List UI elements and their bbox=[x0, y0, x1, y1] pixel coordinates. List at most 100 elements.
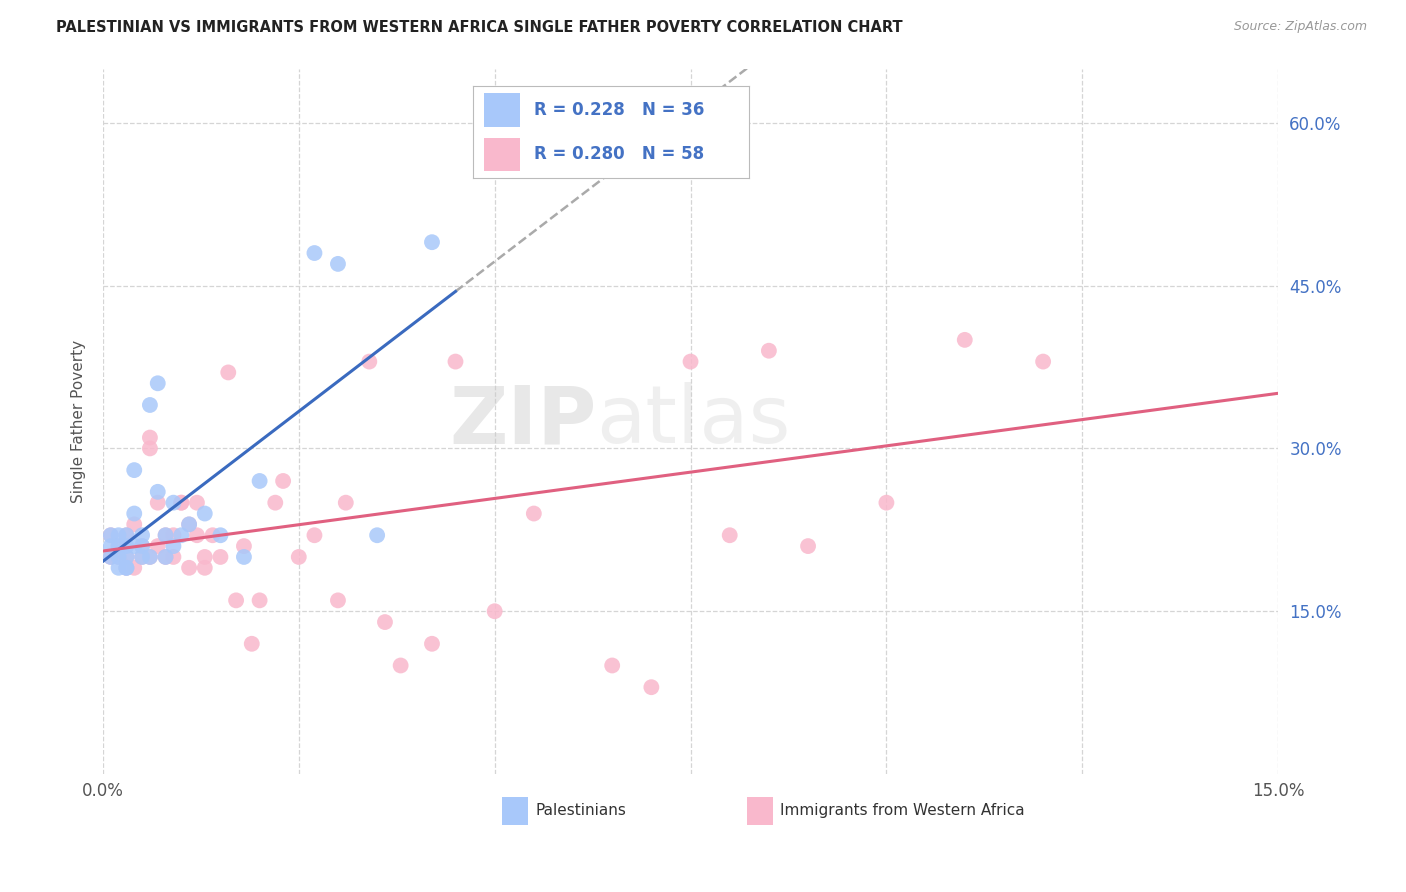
Point bbox=[209, 549, 232, 564]
Point bbox=[366, 528, 388, 542]
Point bbox=[304, 528, 326, 542]
Point bbox=[170, 528, 193, 542]
Point bbox=[718, 528, 741, 542]
Point bbox=[107, 539, 129, 553]
Point bbox=[249, 474, 271, 488]
Point bbox=[232, 539, 254, 553]
Point bbox=[679, 354, 702, 368]
Point bbox=[225, 593, 247, 607]
Point bbox=[217, 366, 239, 380]
Point bbox=[115, 539, 138, 553]
Point bbox=[100, 539, 122, 553]
Point bbox=[162, 539, 184, 553]
Point bbox=[122, 561, 145, 575]
Point bbox=[115, 528, 138, 542]
Point bbox=[139, 431, 162, 445]
Point bbox=[326, 593, 349, 607]
Point bbox=[194, 549, 217, 564]
Point bbox=[122, 507, 145, 521]
Point bbox=[359, 354, 381, 368]
Point bbox=[131, 539, 153, 553]
Point bbox=[107, 561, 129, 575]
Point bbox=[139, 549, 162, 564]
Point bbox=[177, 517, 200, 532]
Point bbox=[186, 528, 208, 542]
Point bbox=[155, 549, 177, 564]
Point bbox=[107, 549, 129, 564]
Point bbox=[232, 549, 254, 564]
Point bbox=[374, 615, 396, 629]
Point bbox=[131, 549, 153, 564]
Point bbox=[209, 528, 232, 542]
Point bbox=[444, 354, 467, 368]
Point bbox=[797, 539, 820, 553]
Text: ZIP: ZIP bbox=[450, 383, 596, 460]
Point bbox=[420, 637, 443, 651]
Point bbox=[100, 549, 122, 564]
Point bbox=[420, 235, 443, 250]
Point bbox=[115, 561, 138, 575]
Point bbox=[875, 496, 897, 510]
Point bbox=[194, 507, 217, 521]
Point bbox=[249, 593, 271, 607]
Point bbox=[523, 507, 546, 521]
Point bbox=[640, 680, 662, 694]
Bar bbox=[502, 797, 529, 825]
Point bbox=[146, 484, 169, 499]
Point bbox=[115, 561, 138, 575]
Point bbox=[139, 398, 162, 412]
Text: Palestinians: Palestinians bbox=[536, 803, 626, 818]
Point bbox=[100, 528, 122, 542]
Text: atlas: atlas bbox=[596, 383, 792, 460]
Point bbox=[240, 637, 263, 651]
Point bbox=[953, 333, 976, 347]
Point bbox=[122, 517, 145, 532]
Y-axis label: Single Father Poverty: Single Father Poverty bbox=[72, 340, 86, 503]
Point bbox=[131, 539, 153, 553]
Point bbox=[115, 549, 138, 564]
Point bbox=[170, 496, 193, 510]
Point bbox=[146, 376, 169, 391]
Text: PALESTINIAN VS IMMIGRANTS FROM WESTERN AFRICA SINGLE FATHER POVERTY CORRELATION : PALESTINIAN VS IMMIGRANTS FROM WESTERN A… bbox=[56, 20, 903, 35]
Point bbox=[122, 539, 145, 553]
Point bbox=[131, 528, 153, 542]
Point bbox=[389, 658, 412, 673]
Bar bbox=[747, 797, 773, 825]
Point bbox=[155, 549, 177, 564]
Point bbox=[146, 496, 169, 510]
Point bbox=[1032, 354, 1054, 368]
Point bbox=[304, 246, 326, 260]
Point bbox=[758, 343, 780, 358]
Point bbox=[562, 94, 585, 108]
Point bbox=[115, 549, 138, 564]
Point bbox=[271, 474, 294, 488]
Point bbox=[100, 549, 122, 564]
Point bbox=[288, 549, 311, 564]
Point bbox=[155, 528, 177, 542]
Point bbox=[177, 517, 200, 532]
Point bbox=[326, 257, 349, 271]
Point bbox=[201, 528, 224, 542]
Point bbox=[107, 528, 129, 542]
Point bbox=[162, 528, 184, 542]
Point bbox=[194, 561, 217, 575]
Point bbox=[107, 549, 129, 564]
Point bbox=[600, 658, 623, 673]
Text: Immigrants from Western Africa: Immigrants from Western Africa bbox=[780, 803, 1025, 818]
Point bbox=[139, 549, 162, 564]
Point bbox=[186, 496, 208, 510]
Point bbox=[115, 528, 138, 542]
Point bbox=[170, 496, 193, 510]
Point bbox=[177, 561, 200, 575]
Point bbox=[162, 549, 184, 564]
Point bbox=[484, 604, 506, 618]
Point bbox=[131, 549, 153, 564]
Point bbox=[335, 496, 357, 510]
Point bbox=[100, 528, 122, 542]
Text: Source: ZipAtlas.com: Source: ZipAtlas.com bbox=[1233, 20, 1367, 33]
Point bbox=[146, 539, 169, 553]
Point bbox=[264, 496, 287, 510]
Point bbox=[115, 561, 138, 575]
Point bbox=[107, 539, 129, 553]
Point bbox=[162, 496, 184, 510]
